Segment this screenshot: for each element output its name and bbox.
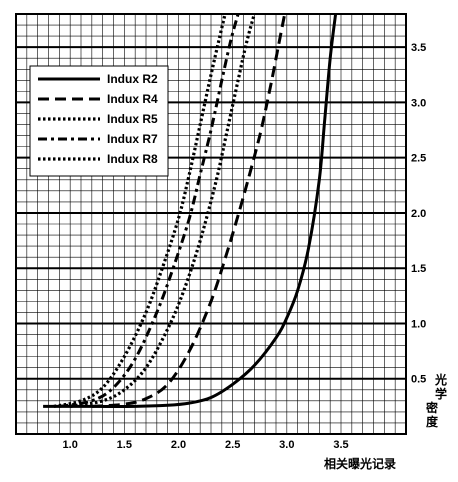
y-axis-title-char: 度: [426, 414, 439, 429]
series-line-indux-r2: [43, 13, 338, 408]
x-tick-label: 3.5: [333, 439, 348, 451]
series-line-indux-r4: [91, 13, 287, 408]
y-axis-ticks: 0.5 1.0 1.5 2.0 2.5 3.0 3.5: [411, 42, 426, 386]
x-tick-label: 3.0: [279, 439, 294, 451]
x-axis-ticks: 1.0 1.5 2.0 2.5 3.0 3.5: [63, 439, 349, 451]
x-tick-label: 2.0: [171, 439, 186, 451]
legend: Indux R2 Indux R4 Indux R5 Indux R7 Indux R8: [29, 65, 169, 177]
y-tick-label: 3.5: [411, 42, 426, 54]
y-axis-title: 光学密度: [426, 372, 447, 429]
y-tick-label: 2.5: [411, 153, 426, 165]
y-axis-title-text: 光学密度: [426, 372, 447, 429]
series-layer: [43, 13, 338, 408]
legend-label: Indux R4: [107, 92, 158, 106]
y-axis-title-char: 光: [434, 372, 447, 387]
y-axis-title-char: 密: [426, 400, 438, 415]
legend-label: Indux R7: [107, 132, 158, 146]
x-tick-label: 1.5: [117, 439, 132, 451]
y-tick-label: 3.0: [411, 97, 426, 109]
series-line-indux-r8: [53, 13, 227, 408]
plot-frame: [15, 13, 407, 435]
y-tick-label: 1.5: [411, 263, 426, 275]
y-tick-label: 1.0: [411, 318, 426, 330]
legend-label: Indux R5: [107, 112, 158, 126]
x-tick-label: 2.5: [225, 439, 240, 451]
y-tick-label: 2.0: [411, 208, 426, 220]
y-tick-label: 0.5: [411, 374, 426, 386]
x-axis-title: 相关曝光记录: [324, 456, 396, 471]
legend-label: Indux R2: [107, 72, 158, 86]
legend-label: Indux R8: [107, 152, 158, 166]
x-tick-label: 1.0: [63, 439, 78, 451]
y-axis-title-char: 学: [435, 386, 447, 401]
series-line-indux-r5: [69, 13, 256, 408]
